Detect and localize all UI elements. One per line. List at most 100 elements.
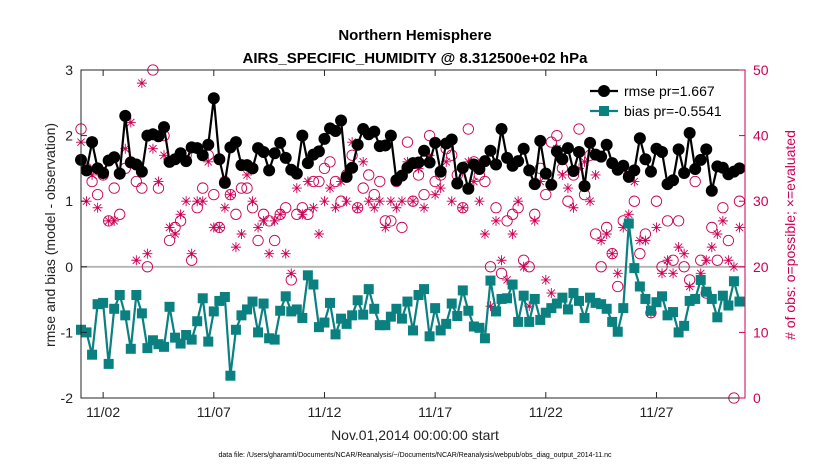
rmse-point: [346, 161, 359, 174]
y-tick-label-left: -2: [61, 390, 74, 406]
evaluated-obs-marker: [347, 137, 358, 148]
bias-point: [380, 320, 391, 331]
bias-point: [247, 296, 258, 307]
rmse-point: [263, 164, 276, 177]
possible-obs-marker: [230, 208, 242, 220]
y-tick-label-right: 20: [753, 259, 769, 275]
bias-point: [308, 279, 319, 290]
evaluated-obs-marker: [474, 196, 485, 207]
bias-point: [147, 335, 158, 346]
rmse-point: [312, 145, 325, 158]
legend-bias-label: bias pr=-0.5541: [624, 103, 722, 119]
possible-obs-marker: [634, 248, 646, 260]
bias-point: [684, 295, 695, 306]
evaluated-obs-marker: [131, 255, 142, 266]
possible-obs-marker: [163, 234, 176, 247]
bias-point: [706, 293, 717, 304]
bias-point: [253, 327, 264, 338]
bias-point: [645, 305, 656, 316]
bias-point: [192, 316, 203, 327]
bias-point: [325, 297, 335, 308]
evaluated-obs-marker: [302, 176, 313, 187]
bias-point: [723, 300, 734, 311]
possible-obs-marker: [235, 182, 248, 194]
rmse-point: [539, 167, 552, 180]
evaluated-obs-marker: [574, 163, 584, 174]
bias-point: [197, 293, 208, 304]
rmse-point: [561, 142, 574, 155]
bias-point: [728, 276, 739, 287]
bias-point: [408, 325, 418, 336]
evaluated-obs-marker: [385, 196, 396, 207]
rmse-point: [384, 129, 397, 142]
evaluated-obs-marker: [662, 255, 673, 266]
possible-obs-marker: [446, 149, 458, 161]
rmse-point: [257, 146, 270, 158]
evaluated-obs-marker: [147, 143, 158, 154]
possible-obs-marker: [573, 123, 585, 135]
evaluated-obs-marker: [197, 196, 208, 207]
bias-point: [186, 334, 197, 345]
possible-obs-marker: [208, 188, 220, 201]
evaluated-obs-marker: [341, 196, 352, 207]
evaluated-obs-marker: [219, 202, 230, 213]
bias-point: [280, 291, 291, 302]
possible-obs-marker: [324, 156, 336, 168]
possible-obs-marker: [650, 195, 663, 207]
possible-obs-marker: [479, 175, 491, 188]
evaluated-obs-marker: [336, 176, 347, 187]
rmse-point: [274, 136, 287, 149]
bias-point: [230, 324, 241, 335]
possible-obs-marker: [589, 228, 602, 240]
rmse-point: [290, 167, 303, 180]
bias-point: [242, 304, 252, 315]
rmse-point: [656, 146, 668, 158]
rmse-point: [279, 151, 292, 164]
rmse-point: [135, 165, 148, 178]
evaluated-obs-marker: [103, 215, 114, 226]
possible-obs-marker: [540, 188, 552, 201]
rmse-point: [158, 121, 170, 134]
rmse-point: [490, 158, 502, 171]
legend-rmse-label: rmse pr=1.667: [624, 83, 715, 99]
evaluated-obs-marker: [557, 169, 568, 180]
bias-point: [352, 295, 363, 306]
rmse-point: [268, 147, 281, 160]
bias-point: [435, 325, 446, 336]
evaluated-obs-marker: [269, 215, 280, 226]
possible-obs-marker: [606, 248, 618, 260]
evaluated-obs-marker: [319, 196, 330, 207]
evaluated-obs-marker: [479, 229, 490, 239]
bias-point: [712, 312, 723, 323]
bias-point: [585, 292, 596, 303]
possible-obs-marker: [274, 208, 286, 220]
evaluated-obs-marker: [374, 196, 385, 207]
possible-obs-marker: [136, 182, 148, 194]
bias-point: [568, 288, 579, 299]
evaluated-obs-marker: [369, 202, 380, 213]
bias-point: [219, 291, 230, 302]
possible-obs-marker: [114, 208, 126, 220]
rmse-point: [418, 144, 431, 157]
rmse-point: [512, 155, 525, 168]
y-tick-label-right: 50: [753, 62, 769, 78]
evaluated-obs-marker: [236, 229, 247, 239]
rmse-point: [567, 165, 580, 178]
rmse-point: [296, 129, 309, 142]
rmse-point: [97, 166, 110, 179]
rmse-point: [329, 125, 342, 138]
rmse-point: [733, 162, 746, 175]
possible-obs-marker: [612, 280, 624, 293]
rmse-point: [451, 177, 464, 190]
x-axis-label: Nov.01,2014 00:00:00 start: [331, 427, 499, 443]
y-axis-label-left: rmse and bias (model - observation): [42, 123, 58, 347]
bias-point: [701, 286, 712, 297]
evaluated-obs-marker: [181, 196, 192, 207]
chart-subtitle: AIRS_SPECIFIC_HUMIDITY @ 8.312500e+02 hP…: [243, 50, 589, 67]
y-tick-label-right: 0: [753, 390, 761, 406]
evaluated-obs-marker: [728, 261, 739, 272]
possible-obs-marker: [484, 261, 497, 273]
bias-point: [535, 314, 546, 325]
evaluated-obs-marker: [264, 248, 275, 259]
possible-obs-marker: [368, 188, 380, 201]
